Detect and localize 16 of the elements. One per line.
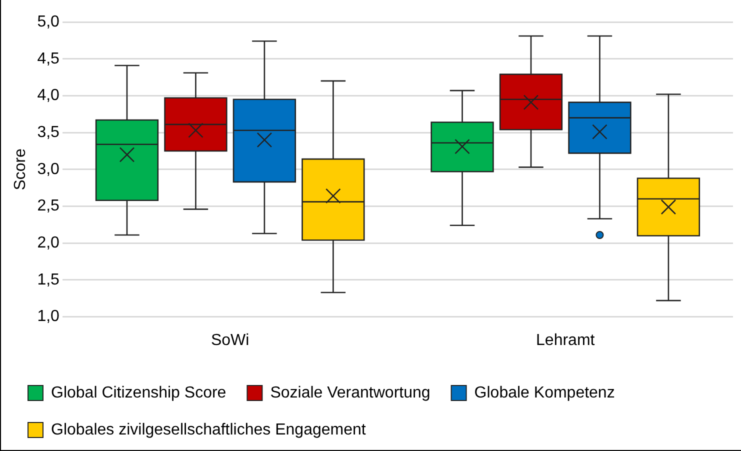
legend-label: Global Citizenship Score — [51, 384, 226, 402]
y-tick-label: 3,0 — [37, 160, 60, 178]
legend-label: Soziale Verantwortung — [270, 384, 430, 402]
y-tick-label: 1,0 — [37, 308, 60, 326]
y-tick-label: 2,5 — [37, 198, 60, 215]
y-tick-label: 1,5 — [37, 271, 60, 288]
x-tick-label: SoWi — [210, 332, 250, 349]
y-tick-label: 5,0 — [37, 13, 60, 30]
x-tick-label: Lehramt — [536, 332, 596, 349]
y-tick-label: 3,5 — [37, 124, 60, 141]
y-tick-label: 4,5 — [37, 50, 60, 68]
y-tick-label: 2,0 — [37, 234, 60, 252]
legend-label: Globales zivilgesellschaftliches Engagement — [51, 421, 366, 438]
y-tick-label: 4,0 — [37, 87, 60, 104]
legend-label: Globale Kompetenz — [474, 384, 615, 402]
y-axis-title: Score — [12, 148, 30, 190]
